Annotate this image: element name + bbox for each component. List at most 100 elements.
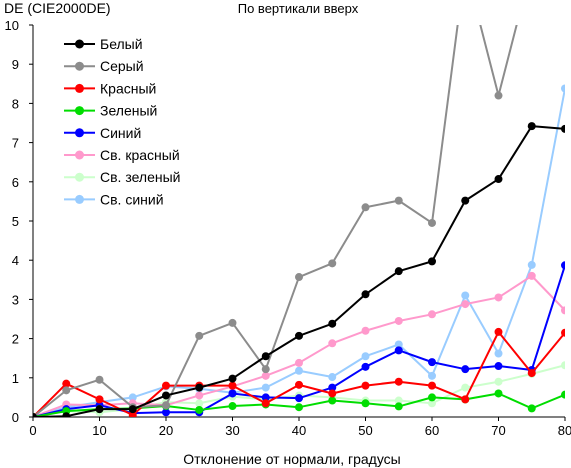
data-point xyxy=(361,290,370,299)
legend: Белый Серый Красный Зеленый Синий Св. красный… xyxy=(64,36,180,207)
data-point xyxy=(428,358,436,367)
data-point xyxy=(428,371,436,380)
data-point xyxy=(494,91,503,100)
data-point xyxy=(394,340,403,349)
data-point xyxy=(261,383,270,392)
data-point xyxy=(494,362,503,371)
legend-swatch-marker xyxy=(75,194,84,204)
y-tick-label: 4 xyxy=(12,253,19,268)
series-белый xyxy=(33,122,565,417)
data-point xyxy=(195,331,204,340)
data-point xyxy=(261,393,270,402)
y-tick-label: 2 xyxy=(12,332,19,347)
data-point xyxy=(328,373,337,382)
data-point xyxy=(394,402,403,411)
x-tick-label: 80 xyxy=(558,423,571,438)
x-tick-label: 50 xyxy=(358,423,372,438)
data-point xyxy=(62,386,71,395)
data-point xyxy=(328,383,337,392)
data-point xyxy=(361,203,370,212)
y-tick-label: 1 xyxy=(12,371,19,386)
x-tick-label: 30 xyxy=(225,423,239,438)
data-point xyxy=(328,259,337,268)
y-tick-label: 10 xyxy=(5,18,19,33)
data-point xyxy=(461,196,470,205)
data-point xyxy=(428,310,436,319)
legend-item-красный: Красный xyxy=(64,80,156,96)
data-point xyxy=(361,326,370,335)
legend-item-зеленый: Зеленый xyxy=(64,103,157,119)
y-axis-label: DE (CIE2000DE) xyxy=(4,0,111,16)
data-point xyxy=(328,396,337,405)
data-point xyxy=(494,377,503,386)
data-point xyxy=(561,390,565,399)
x-tick-label: 0 xyxy=(29,423,36,438)
data-point xyxy=(261,365,270,374)
legend-swatch-marker xyxy=(75,150,84,160)
y-tick-label: 8 xyxy=(12,96,19,111)
data-point xyxy=(228,374,237,383)
legend-swatch-marker xyxy=(75,128,84,138)
data-point xyxy=(527,404,536,413)
data-point xyxy=(361,352,370,361)
data-point xyxy=(328,339,337,348)
y-tick-label: 6 xyxy=(12,175,19,190)
data-point xyxy=(295,403,303,412)
data-point xyxy=(494,349,503,358)
y-tick-label: 3 xyxy=(12,292,19,307)
data-point xyxy=(361,362,370,371)
y-tick-label: 5 xyxy=(12,214,19,229)
data-point xyxy=(261,399,270,408)
data-point xyxy=(162,391,170,400)
x-axis-label: Отклонение от нормали, градусы xyxy=(183,451,400,467)
data-point xyxy=(561,361,565,370)
data-point xyxy=(494,175,503,184)
data-point xyxy=(295,394,303,403)
data-point xyxy=(228,402,237,411)
data-point xyxy=(494,389,503,398)
data-point xyxy=(394,346,403,355)
x-tick-label: 60 xyxy=(425,423,439,438)
legend-swatch-marker xyxy=(75,39,84,49)
data-point xyxy=(328,319,337,328)
data-point xyxy=(394,196,403,205)
legend-label: Св. зеленый xyxy=(100,169,180,185)
data-point xyxy=(261,371,270,380)
data-point xyxy=(195,383,204,392)
x-tick-label: 20 xyxy=(159,423,173,438)
data-point xyxy=(162,408,170,417)
data-point xyxy=(62,412,71,417)
data-point xyxy=(361,381,370,390)
data-point xyxy=(295,273,303,282)
data-point xyxy=(428,381,436,390)
legend-item-серый: Серый xyxy=(64,58,144,74)
data-point xyxy=(394,316,403,325)
data-point xyxy=(195,399,204,408)
data-point xyxy=(195,391,204,400)
data-point xyxy=(394,396,403,405)
legend-item-белый: Белый xyxy=(64,36,143,52)
legend-item-св-зеленый: Св. зеленый xyxy=(64,169,180,185)
data-point xyxy=(428,257,436,266)
data-point xyxy=(228,381,237,390)
data-point xyxy=(428,218,436,227)
axes: 0 1 2 3 4 5 6 7 8 9 10 0 10 20 30 40 50 60 70 80 xyxy=(5,18,571,438)
data-point xyxy=(394,377,403,386)
legend-swatch-marker xyxy=(75,83,84,93)
legend-label: Зеленый xyxy=(100,103,157,119)
data-point xyxy=(461,383,470,392)
data-point xyxy=(228,318,237,327)
data-point xyxy=(494,293,503,302)
data-point xyxy=(561,306,565,315)
data-point xyxy=(62,379,71,388)
data-point xyxy=(461,395,470,404)
legend-item-синий: Синий xyxy=(64,125,141,141)
legend-label: Св. синий xyxy=(100,191,164,207)
data-point xyxy=(295,331,303,340)
legend-swatch-marker xyxy=(75,61,84,71)
data-point xyxy=(33,413,37,417)
data-point xyxy=(95,375,104,384)
legend-label: Белый xyxy=(100,36,143,52)
data-point xyxy=(428,399,436,408)
